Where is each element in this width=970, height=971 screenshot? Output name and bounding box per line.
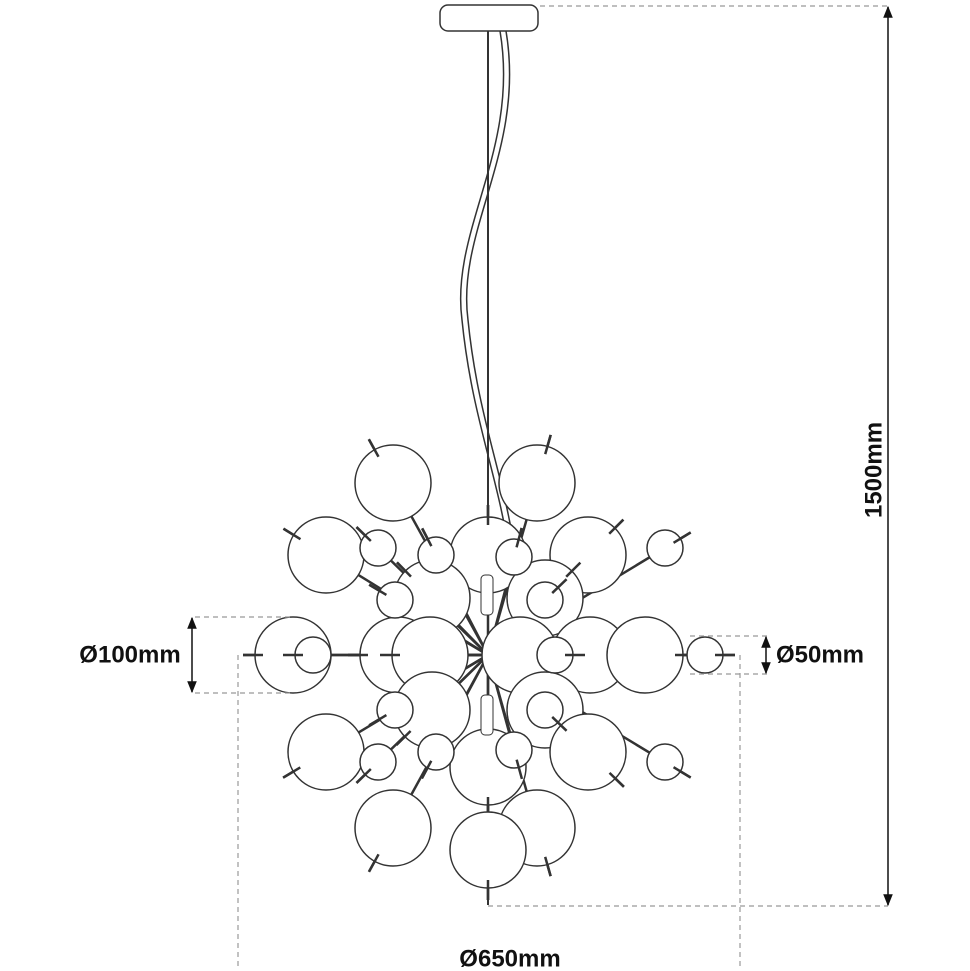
- canopy: [439, 4, 539, 32]
- large-globe-label: Ø100mm: [79, 641, 180, 668]
- globe: [354, 444, 432, 522]
- stem-tip: [565, 561, 582, 578]
- stem-tip: [395, 730, 412, 746]
- stem-tip: [672, 531, 692, 544]
- stem-tip: [282, 527, 302, 541]
- socket: [480, 694, 494, 736]
- stem-tip: [544, 434, 552, 455]
- dimension-lines: [187, 5, 893, 968]
- stem-tip: [551, 578, 568, 594]
- globe: [495, 538, 533, 576]
- stem-tip: [367, 438, 380, 458]
- globe: [287, 713, 365, 791]
- globe: [495, 731, 533, 769]
- globe: [549, 713, 627, 791]
- globe: [449, 811, 527, 889]
- globe: [646, 743, 684, 781]
- stem-tip: [420, 760, 433, 780]
- globe: [376, 691, 414, 729]
- globe: [376, 581, 414, 619]
- globe: [287, 516, 365, 594]
- socket: [480, 574, 494, 616]
- stem-tip: [515, 527, 523, 548]
- stem-tip: [368, 583, 388, 596]
- globe: [417, 733, 455, 771]
- stem-tip: [608, 771, 625, 788]
- globe: [646, 529, 684, 567]
- globe: [417, 536, 455, 574]
- globe: [498, 444, 576, 522]
- stem-tip: [355, 526, 372, 542]
- stem-tip: [672, 766, 692, 779]
- stem-tip: [282, 766, 301, 779]
- stem-tip: [368, 714, 388, 727]
- stem-tip: [551, 716, 568, 732]
- globe: [606, 616, 684, 694]
- cable: [459, 30, 511, 561]
- stem-tip: [543, 856, 552, 877]
- stem-tip: [396, 561, 412, 578]
- globes: [243, 434, 735, 900]
- globe: [354, 789, 432, 867]
- height-label: 1500mm: [860, 422, 887, 518]
- stem-tip: [421, 527, 433, 547]
- stem-tip: [355, 768, 372, 784]
- stem-tip: [367, 853, 380, 873]
- width-label: Ø650mm: [459, 945, 560, 971]
- stem-tip: [515, 759, 524, 780]
- fixture: [243, 4, 735, 905]
- stem-tip: [608, 518, 625, 535]
- small-globe-label: Ø50mm: [776, 641, 864, 668]
